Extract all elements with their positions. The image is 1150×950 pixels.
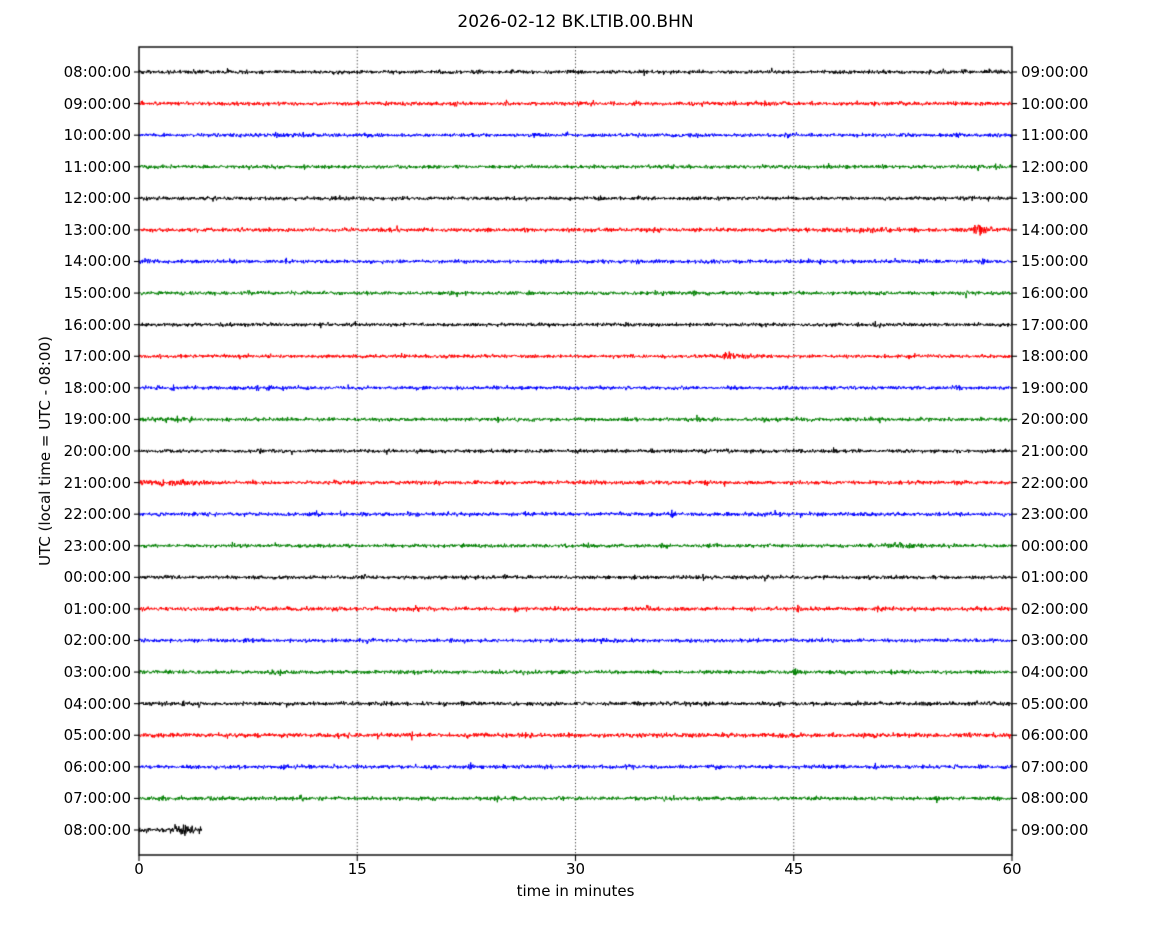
x-tick-label: 60 xyxy=(1002,860,1022,878)
local-time-label: 19:00:00 xyxy=(1021,378,1089,397)
utc-time-label: 16:00:00 xyxy=(63,315,131,334)
utc-time-label: 23:00:00 xyxy=(63,536,131,555)
utc-time-label: 00:00:00 xyxy=(63,568,131,587)
local-time-label: 07:00:00 xyxy=(1021,757,1089,776)
utc-time-label: 04:00:00 xyxy=(63,694,131,713)
local-time-label: 01:00:00 xyxy=(1021,568,1089,587)
utc-time-label: 08:00:00 xyxy=(63,63,131,81)
local-time-label: 13:00:00 xyxy=(1021,189,1089,208)
x-axis-label: time in minutes xyxy=(516,882,635,900)
local-time-label: 03:00:00 xyxy=(1021,631,1089,650)
local-time-label: 22:00:00 xyxy=(1021,473,1089,492)
x-tick-label: 45 xyxy=(784,860,804,878)
utc-time-label: 11:00:00 xyxy=(63,157,131,176)
utc-time-label: 20:00:00 xyxy=(63,441,131,460)
local-time-label: 09:00:00 xyxy=(1021,63,1089,81)
local-time-label: 20:00:00 xyxy=(1021,410,1089,429)
utc-time-label: 10:00:00 xyxy=(63,126,131,145)
local-time-label: 04:00:00 xyxy=(1021,663,1089,682)
local-time-label: 14:00:00 xyxy=(1021,220,1089,239)
local-time-label: 02:00:00 xyxy=(1021,599,1089,618)
utc-time-label: 01:00:00 xyxy=(63,599,131,618)
local-time-label: 12:00:00 xyxy=(1021,157,1089,176)
local-time-label: 08:00:00 xyxy=(1021,789,1089,808)
local-time-label: 10:00:00 xyxy=(1021,94,1089,113)
local-time-label: 00:00:00 xyxy=(1021,536,1089,555)
utc-time-label: 02:00:00 xyxy=(63,631,131,650)
utc-time-label: 22:00:00 xyxy=(63,505,131,524)
utc-time-label: 06:00:00 xyxy=(63,757,131,776)
utc-time-label: 14:00:00 xyxy=(63,252,131,271)
x-tick-label: 0 xyxy=(134,860,144,878)
local-time-label: 11:00:00 xyxy=(1021,126,1089,145)
local-time-label: 18:00:00 xyxy=(1021,347,1089,366)
local-time-label: 09:00:00 xyxy=(1021,820,1089,839)
utc-time-label: 05:00:00 xyxy=(63,726,131,745)
utc-time-label: 12:00:00 xyxy=(63,189,131,208)
local-time-label: 23:00:00 xyxy=(1021,505,1089,524)
utc-time-label: 09:00:00 xyxy=(63,94,131,113)
utc-time-label: 13:00:00 xyxy=(63,220,131,239)
utc-time-label: 17:00:00 xyxy=(63,347,131,366)
utc-time-label: 15:00:00 xyxy=(63,284,131,303)
utc-time-label: 03:00:00 xyxy=(63,663,131,682)
utc-time-label: 07:00:00 xyxy=(63,789,131,808)
local-time-label: 16:00:00 xyxy=(1021,284,1089,303)
local-time-label: 15:00:00 xyxy=(1021,252,1089,271)
local-time-label: 21:00:00 xyxy=(1021,441,1089,460)
utc-time-label: 08:00:00 xyxy=(63,820,131,839)
utc-time-label: 18:00:00 xyxy=(63,378,131,397)
x-tick-label: 30 xyxy=(565,860,586,878)
local-time-label: 06:00:00 xyxy=(1021,726,1089,745)
utc-time-label: 21:00:00 xyxy=(63,473,131,492)
x-tick-label: 15 xyxy=(347,860,367,878)
local-time-label: 17:00:00 xyxy=(1021,315,1089,334)
local-time-label: 05:00:00 xyxy=(1021,694,1089,713)
chart-title: 2026-02-12 BK.LTIB.00.BHN xyxy=(457,12,694,32)
utc-time-label: 19:00:00 xyxy=(63,410,131,429)
